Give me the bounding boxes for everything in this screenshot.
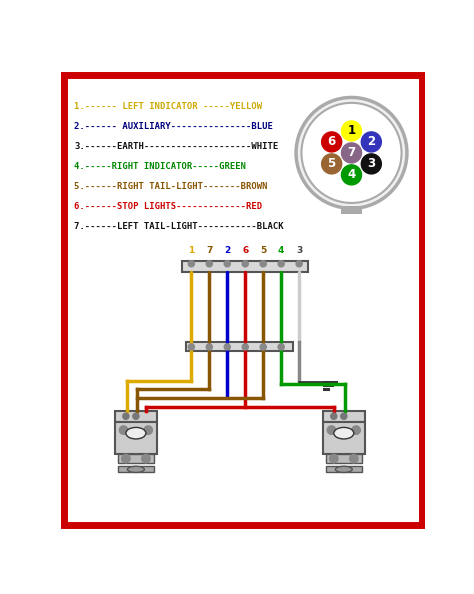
Ellipse shape <box>126 428 146 439</box>
Ellipse shape <box>335 466 352 472</box>
Circle shape <box>331 413 337 419</box>
Text: 3: 3 <box>367 157 375 170</box>
Circle shape <box>206 261 212 267</box>
Circle shape <box>327 426 336 434</box>
Circle shape <box>242 261 248 267</box>
Circle shape <box>188 344 194 350</box>
Circle shape <box>123 413 129 419</box>
Circle shape <box>224 344 230 350</box>
Bar <box>118 466 154 472</box>
Bar <box>186 342 293 351</box>
Circle shape <box>224 261 230 267</box>
Circle shape <box>322 132 342 152</box>
Circle shape <box>133 413 139 419</box>
Text: 6: 6 <box>328 135 336 148</box>
Bar <box>323 422 365 454</box>
Ellipse shape <box>128 466 145 472</box>
Circle shape <box>361 132 382 152</box>
Text: 5: 5 <box>328 157 336 170</box>
Text: 2: 2 <box>367 135 375 148</box>
Circle shape <box>352 426 360 434</box>
Circle shape <box>119 426 128 434</box>
Circle shape <box>341 413 347 419</box>
Bar <box>323 411 365 422</box>
Bar <box>115 411 157 422</box>
Bar <box>118 454 154 463</box>
Text: 1: 1 <box>347 124 356 137</box>
Circle shape <box>296 97 407 208</box>
Bar <box>115 422 157 454</box>
Circle shape <box>361 154 382 174</box>
Text: 7: 7 <box>206 247 212 255</box>
Text: 3: 3 <box>296 247 302 255</box>
Text: 7.------LEFT TAIL-LIGHT-----------BLACK: 7.------LEFT TAIL-LIGHT-----------BLACK <box>74 222 284 231</box>
Bar <box>326 454 362 463</box>
Circle shape <box>301 103 401 203</box>
Bar <box>341 206 362 214</box>
Text: 4: 4 <box>347 168 356 181</box>
Circle shape <box>260 261 266 267</box>
Circle shape <box>341 143 362 163</box>
Text: 2.------ AUXILIARY---------------BLUE: 2.------ AUXILIARY---------------BLUE <box>74 122 273 131</box>
Circle shape <box>206 344 212 350</box>
Circle shape <box>278 344 284 350</box>
Circle shape <box>242 344 248 350</box>
Circle shape <box>341 165 362 185</box>
Text: 6.------STOP LIGHTS-------------RED: 6.------STOP LIGHTS-------------RED <box>74 203 263 211</box>
Circle shape <box>296 261 302 267</box>
Circle shape <box>188 261 194 267</box>
Bar <box>326 466 362 472</box>
Circle shape <box>349 454 358 463</box>
Circle shape <box>144 426 153 434</box>
Text: 3.------EARTH--------------------WHITE: 3.------EARTH--------------------WHITE <box>74 142 279 151</box>
Circle shape <box>322 154 342 174</box>
Ellipse shape <box>334 428 354 439</box>
Bar <box>182 261 309 272</box>
Circle shape <box>260 344 266 350</box>
Circle shape <box>341 121 362 141</box>
Circle shape <box>278 261 284 267</box>
Text: 1.------ LEFT INDICATOR -----YELLOW: 1.------ LEFT INDICATOR -----YELLOW <box>74 102 263 111</box>
Text: 2: 2 <box>224 247 230 255</box>
Text: 5: 5 <box>260 247 266 255</box>
Text: 5.------RIGHT TAIL-LIGHT-------BROWN: 5.------RIGHT TAIL-LIGHT-------BROWN <box>74 182 268 191</box>
Circle shape <box>142 454 150 463</box>
Text: 7: 7 <box>347 146 356 159</box>
Text: 4: 4 <box>278 247 284 255</box>
Circle shape <box>329 454 338 463</box>
Circle shape <box>122 454 130 463</box>
Text: 4.-----RIGHT INDICATOR-----GREEN: 4.-----RIGHT INDICATOR-----GREEN <box>74 162 246 171</box>
Text: 1: 1 <box>188 247 194 255</box>
Text: 6: 6 <box>242 247 248 255</box>
